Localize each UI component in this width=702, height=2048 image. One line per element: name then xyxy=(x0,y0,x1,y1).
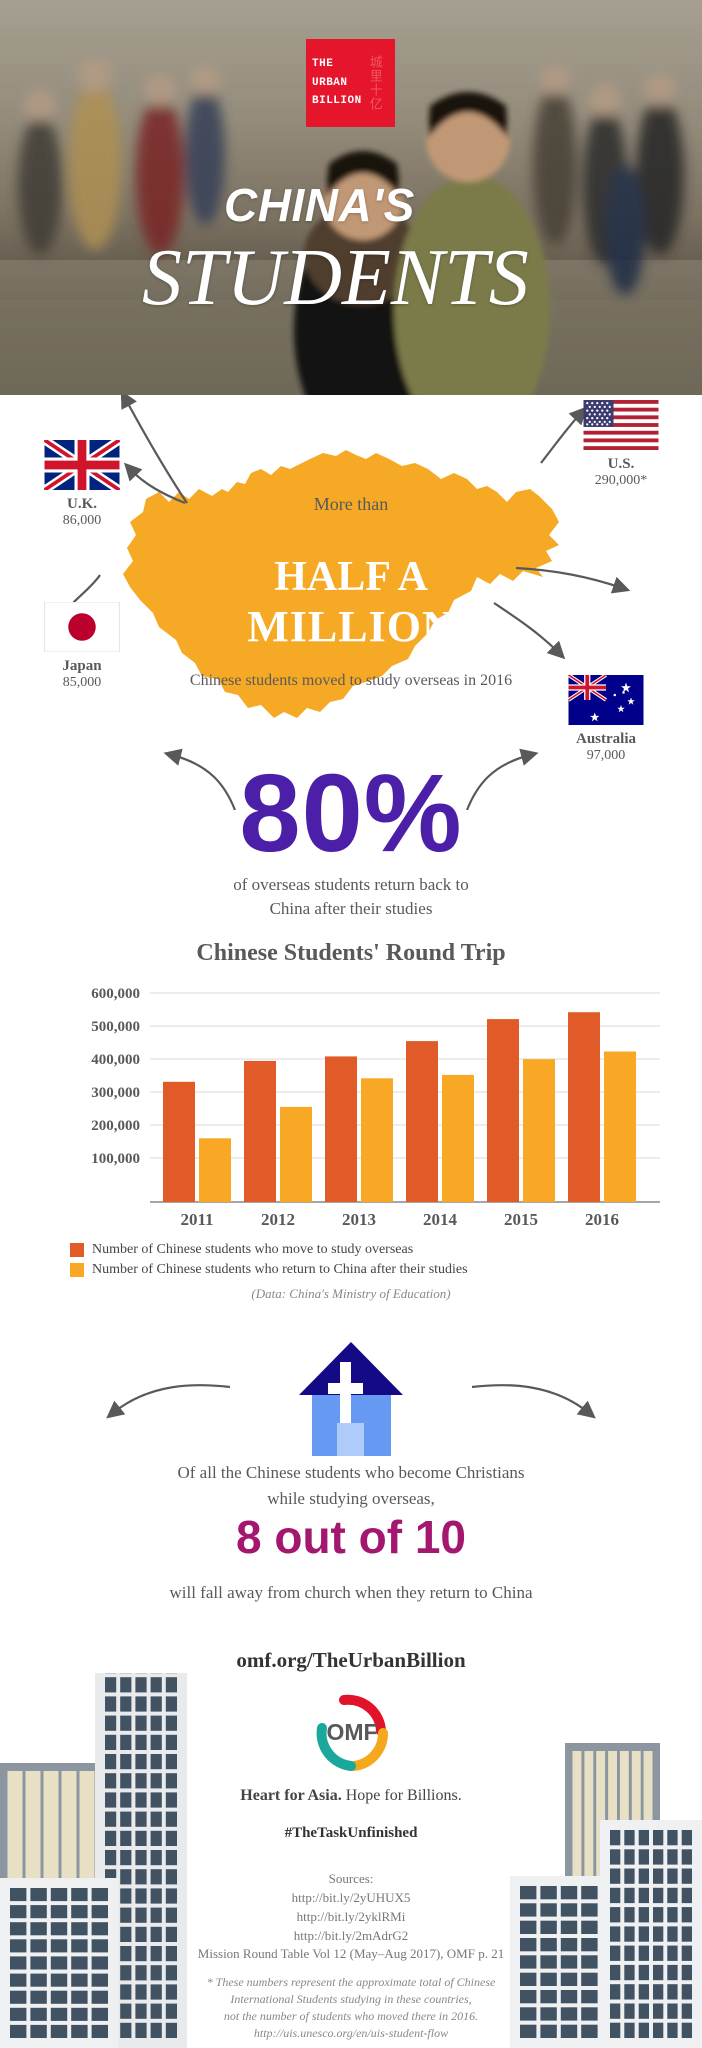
svg-text:400,000: 400,000 xyxy=(91,1052,140,1068)
svg-text:More than: More than xyxy=(314,494,388,514)
svg-text:2013: 2013 xyxy=(342,1210,376,1229)
svg-text:300,000: 300,000 xyxy=(91,1085,140,1101)
svg-text:2014: 2014 xyxy=(423,1210,458,1229)
svg-text:600,000: 600,000 xyxy=(91,986,140,1002)
svg-text:Chinese students moved to stud: Chinese students moved to study overseas… xyxy=(190,672,512,689)
svg-text:100,000: 100,000 xyxy=(91,1151,140,1167)
svg-text:MILLION: MILLION xyxy=(247,602,454,651)
svg-text:200,000: 200,000 xyxy=(91,1118,140,1134)
svg-text:2016: 2016 xyxy=(585,1210,619,1229)
svg-text:2015: 2015 xyxy=(504,1210,538,1229)
svg-text:HALF A: HALF A xyxy=(274,554,428,600)
svg-text:2012: 2012 xyxy=(261,1210,295,1229)
svg-text:2011: 2011 xyxy=(180,1210,213,1229)
svg-text:500,000: 500,000 xyxy=(91,1019,140,1035)
